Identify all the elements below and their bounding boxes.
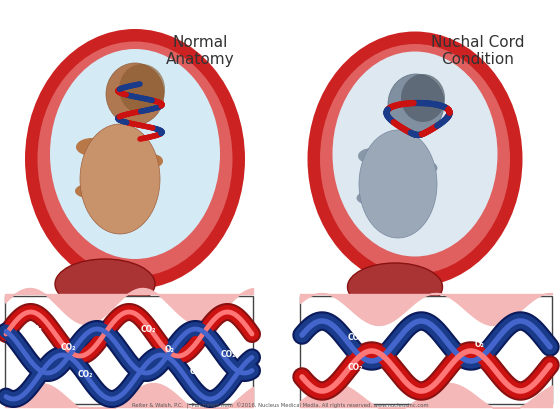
Ellipse shape (141, 155, 163, 169)
Text: CO₂: CO₂ (347, 333, 363, 342)
Text: Reiter & Walsh, P.C.  |  Purchased from  ©2016, Nucleus Medical Media. All right: Reiter & Walsh, P.C. | Purchased from ©2… (132, 402, 428, 408)
Ellipse shape (333, 52, 497, 257)
FancyBboxPatch shape (5, 296, 253, 404)
Ellipse shape (348, 263, 442, 311)
Ellipse shape (38, 43, 232, 277)
Ellipse shape (401, 75, 445, 123)
Ellipse shape (75, 184, 101, 198)
Ellipse shape (106, 64, 164, 126)
Text: O₂: O₂ (165, 345, 175, 354)
Ellipse shape (55, 259, 155, 309)
Ellipse shape (76, 139, 108, 157)
Text: CO₂: CO₂ (140, 325, 156, 334)
Ellipse shape (80, 125, 160, 234)
Text: CO₂: CO₂ (347, 363, 363, 372)
Ellipse shape (358, 148, 386, 164)
Text: CO₂: CO₂ (60, 343, 76, 352)
Text: Normal
Anatomy: Normal Anatomy (166, 35, 234, 67)
Ellipse shape (418, 162, 437, 175)
Ellipse shape (357, 192, 380, 205)
Ellipse shape (307, 32, 522, 287)
Text: O₂: O₂ (190, 366, 200, 375)
Text: CO₂: CO₂ (77, 370, 93, 379)
Text: CO₂: CO₂ (220, 350, 236, 359)
Text: O₂: O₂ (475, 339, 485, 348)
Text: Nuchal Cord
Condition: Nuchal Cord Condition (431, 35, 525, 67)
Ellipse shape (50, 50, 220, 259)
Ellipse shape (25, 30, 245, 289)
Ellipse shape (320, 45, 510, 274)
Ellipse shape (119, 65, 165, 115)
Ellipse shape (359, 131, 437, 238)
Text: O₂: O₂ (33, 325, 43, 334)
FancyBboxPatch shape (300, 296, 552, 404)
Ellipse shape (388, 75, 444, 135)
